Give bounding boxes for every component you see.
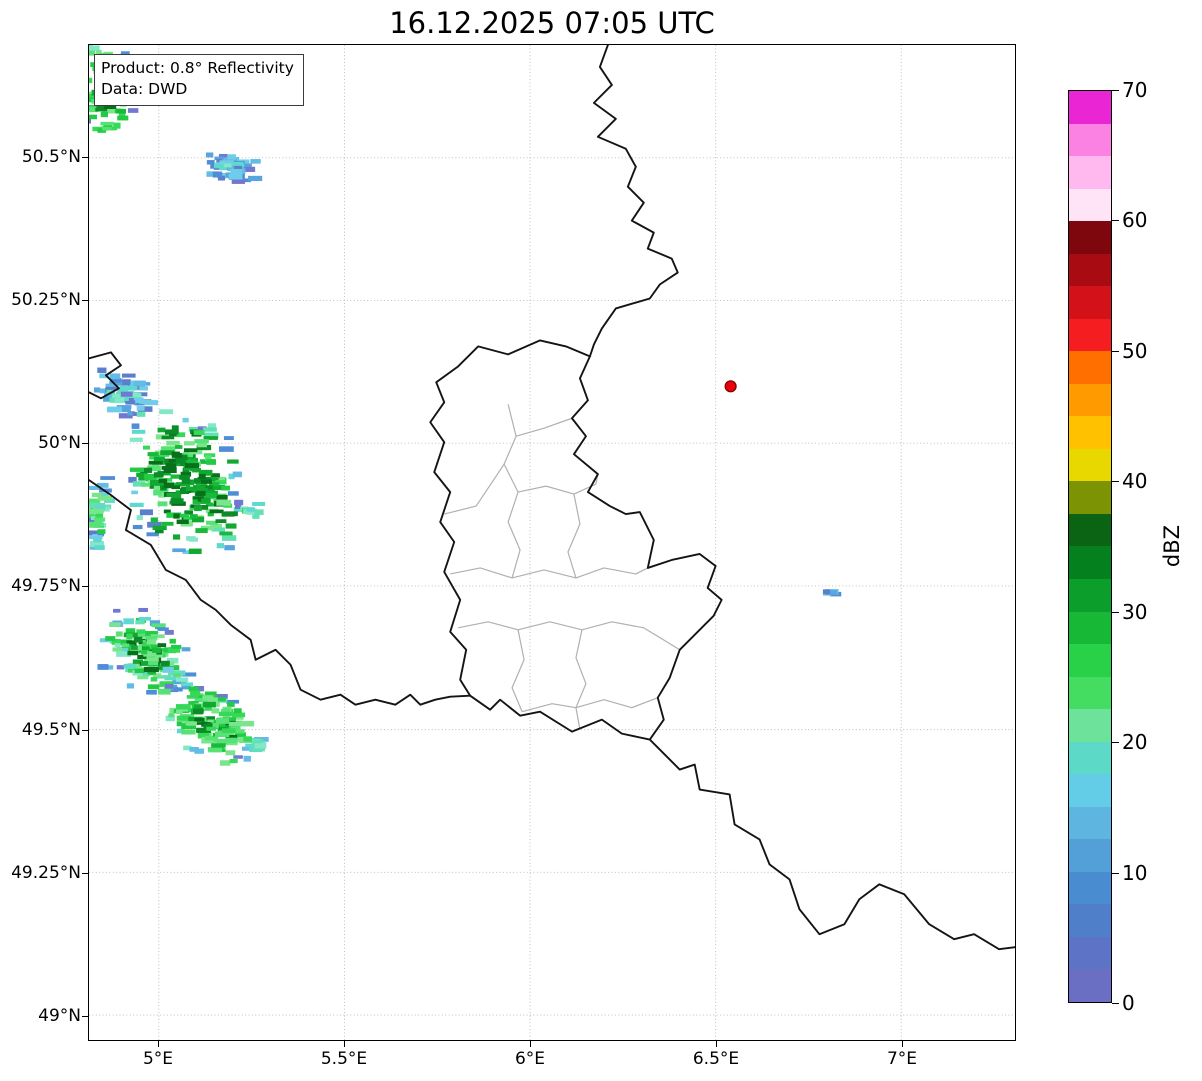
colorbar-tick-label: 50 bbox=[1122, 338, 1148, 363]
x-tick-mark bbox=[530, 1041, 531, 1047]
map-canvas bbox=[89, 45, 1015, 1040]
colorbar-band bbox=[1069, 578, 1111, 612]
colorbar-band bbox=[1069, 806, 1111, 840]
colorbar-band bbox=[1069, 416, 1111, 449]
colorbar-tick-mark bbox=[1112, 350, 1119, 352]
colorbar-band bbox=[1069, 871, 1111, 905]
colorbar-tick-label: 30 bbox=[1122, 599, 1148, 624]
colorbar-band bbox=[1069, 253, 1111, 287]
colorbar-band bbox=[1069, 774, 1111, 807]
x-tick-label: 5.5°E bbox=[320, 1049, 368, 1069]
colorbar-band bbox=[1069, 904, 1111, 937]
x-tick-label: 6.5°E bbox=[692, 1049, 740, 1069]
colorbar bbox=[1068, 90, 1112, 1003]
colorbar-tick-label: 70 bbox=[1122, 78, 1148, 102]
colorbar-tick-mark bbox=[1112, 1003, 1119, 1004]
country-borders bbox=[89, 45, 1015, 951]
y-tick-mark bbox=[82, 873, 88, 874]
x-tick-label: 5°E bbox=[142, 1049, 174, 1069]
x-tick-mark bbox=[344, 1041, 345, 1047]
colorbar-band bbox=[1069, 318, 1111, 352]
y-tick-label: 49.5°N bbox=[21, 720, 81, 740]
y-tick-mark bbox=[82, 730, 88, 731]
map-plot-area: Product: 0.8° Reflectivity Data: DWD bbox=[88, 44, 1016, 1041]
y-tick-mark bbox=[82, 1016, 88, 1017]
colorbar-band bbox=[1069, 481, 1111, 514]
y-tick-label: 49.75°N bbox=[11, 576, 81, 596]
figure-title: 16.12.2025 07:05 UTC bbox=[389, 6, 715, 40]
y-tick-label: 49.25°N bbox=[11, 863, 81, 883]
y-tick-mark bbox=[82, 157, 88, 158]
colorbar-tick-mark bbox=[1112, 90, 1119, 91]
colorbar-band bbox=[1069, 513, 1111, 547]
product-label: Product: 0.8° Reflectivity bbox=[101, 59, 294, 77]
y-tick-mark bbox=[82, 300, 88, 301]
colorbar-band bbox=[1069, 644, 1111, 677]
colorbar-tick-label: 10 bbox=[1122, 860, 1148, 885]
colorbar-tick-label: 60 bbox=[1122, 208, 1148, 233]
colorbar-tick-mark bbox=[1112, 611, 1119, 613]
colorbar-tick-label: 40 bbox=[1122, 469, 1148, 494]
colorbar-band bbox=[1069, 156, 1111, 189]
border-belgium-france bbox=[89, 479, 472, 706]
y-tick-mark bbox=[82, 443, 88, 444]
y-tick-mark bbox=[82, 586, 88, 587]
colorbar-band bbox=[1069, 383, 1111, 417]
y-tick-label: 50°N bbox=[38, 433, 81, 453]
colorbar-band bbox=[1069, 676, 1111, 710]
border-germany-belgium bbox=[588, 45, 679, 358]
colorbar-band bbox=[1069, 448, 1111, 482]
x-tick-mark bbox=[716, 1041, 717, 1047]
border-west-fragment bbox=[89, 351, 122, 400]
x-tick-mark bbox=[902, 1041, 903, 1047]
y-tick-label: 49°N bbox=[38, 1006, 81, 1026]
colorbar-band bbox=[1069, 91, 1111, 124]
y-tick-label: 50.5°N bbox=[21, 147, 81, 167]
colorbar-band bbox=[1069, 351, 1111, 384]
border-luxembourg bbox=[429, 339, 723, 741]
colorbar-band bbox=[1069, 741, 1111, 775]
x-tick-label: 6°E bbox=[514, 1049, 546, 1069]
colorbar-label: dBZ bbox=[1160, 524, 1184, 568]
product-info-box: Product: 0.8° Reflectivity Data: DWD bbox=[94, 54, 304, 106]
colorbar-tick-mark bbox=[1112, 742, 1119, 744]
colorbar-tick-mark bbox=[1112, 481, 1119, 483]
location-marker bbox=[724, 380, 737, 393]
colorbar-band bbox=[1069, 221, 1111, 254]
canton-borders bbox=[444, 404, 681, 730]
colorbar-band bbox=[1069, 969, 1111, 1002]
x-tick-label: 7°E bbox=[886, 1049, 918, 1069]
colorbar-band bbox=[1069, 709, 1111, 742]
colorbar-band bbox=[1069, 936, 1111, 970]
colorbar-band bbox=[1069, 123, 1111, 157]
y-tick-label: 50.25°N bbox=[11, 290, 81, 310]
colorbar-tick-label: 20 bbox=[1122, 730, 1148, 755]
colorbar-tick-label: 0 bbox=[1122, 991, 1135, 1015]
grid-lines bbox=[89, 45, 1015, 1040]
colorbar-band bbox=[1069, 611, 1111, 645]
colorbar-band bbox=[1069, 188, 1111, 222]
data-source-label: Data: DWD bbox=[101, 79, 188, 98]
x-tick-mark bbox=[158, 1041, 159, 1047]
colorbar-tick-mark bbox=[1112, 872, 1119, 874]
colorbar-band bbox=[1069, 546, 1111, 579]
colorbar-tick-mark bbox=[1112, 220, 1119, 222]
border-france-germany bbox=[648, 738, 1015, 951]
colorbar-band bbox=[1069, 286, 1111, 319]
colorbar-band bbox=[1069, 839, 1111, 872]
